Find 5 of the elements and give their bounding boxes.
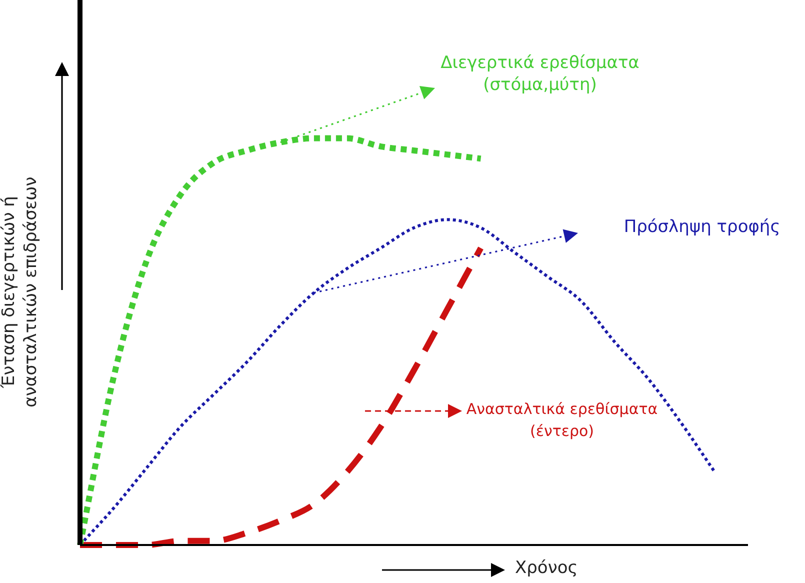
y-axis-title: Ένταση διεγερτικών ή ανασταλτικών επιδράσεων <box>0 176 42 410</box>
text: Διεγερτικά ερεθίσματα (στόμα,μύτη) <box>440 52 640 96</box>
x-axis-title: Χρόνος <box>515 558 578 578</box>
legend-label: Ανασταλτικά ερεθίσματα (έντερο) <box>465 399 659 442</box>
text: Πρόσληψη τροφής <box>622 216 782 238</box>
